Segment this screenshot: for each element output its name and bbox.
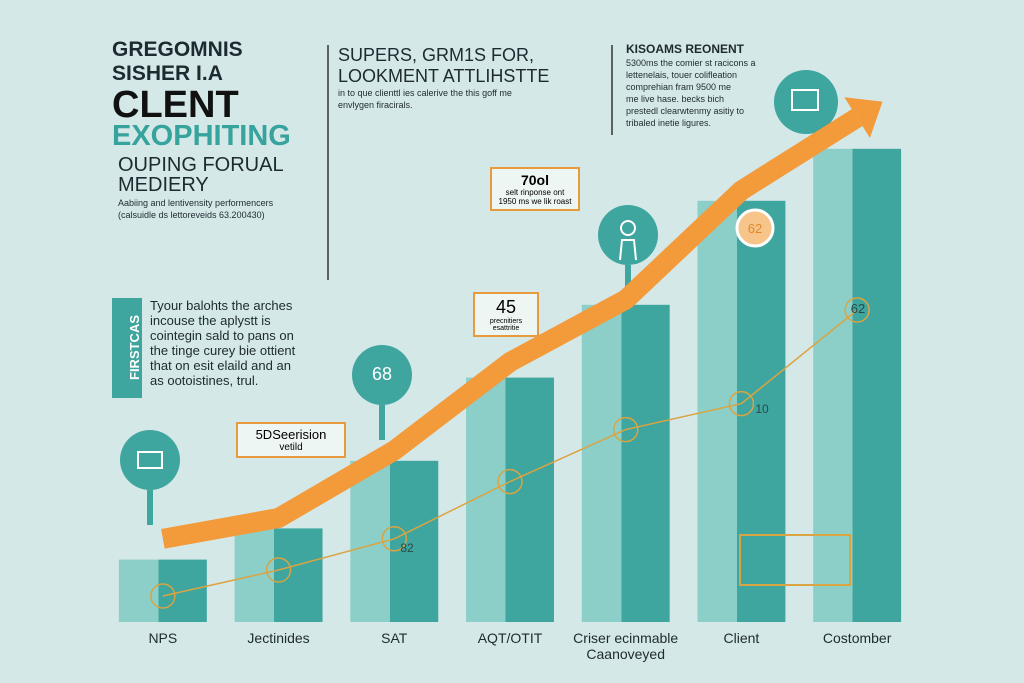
trend-arrow — [161, 109, 863, 549]
header-line: CLENT — [112, 84, 239, 126]
right-text: prestedl clearwtenmy asitiy to — [626, 106, 745, 116]
bar — [697, 200, 786, 623]
side-tag-box — [112, 298, 142, 398]
callout-text: 45 — [495, 297, 517, 317]
callout-text: selt rinponse ont — [505, 188, 565, 197]
bar — [234, 528, 323, 622]
x-tick-label: Costomber — [822, 630, 892, 646]
bar — [350, 460, 439, 622]
bar — [813, 148, 902, 623]
point-label: 10 — [755, 402, 769, 416]
side-tag: FIRSTCAS — [127, 315, 142, 380]
side-text: cointegin sald to pans on — [150, 328, 294, 343]
callout-text: 5DSeerision — [255, 427, 327, 442]
callout-text: 70ol — [520, 172, 549, 188]
right-text: lettenelais, touer colifleation — [626, 70, 738, 80]
bar — [466, 377, 554, 622]
middle-text: in to que clienttl ies calerive the this… — [338, 88, 512, 98]
header-small: (calsuidle ds lettoreveids 63.200430) — [118, 210, 265, 220]
x-tick-label: Criser ecinmable Caanoveyed — [573, 630, 679, 662]
header-line: EXOPHITING — [112, 120, 291, 152]
line-point — [612, 416, 639, 443]
line-point — [844, 297, 870, 323]
middle-title: SUPERS, GRM1S FOR, — [338, 45, 535, 65]
icon-badges — [120, 70, 851, 586]
bar — [581, 304, 670, 622]
right-text: comprehian fram 9500 me — [626, 82, 732, 92]
callout-text: 1950 ms we lik roast — [498, 197, 572, 206]
arrow-head — [844, 97, 883, 138]
line-point — [265, 557, 292, 583]
header-line: SISHER I.A — [112, 62, 223, 85]
point-label: 68 — [372, 364, 392, 384]
callout-text: vetild — [279, 442, 303, 453]
callout-text: precnitiers — [489, 318, 523, 325]
x-tick-label: SAT — [381, 630, 408, 646]
right-text: 5300ms the comier st racicons a — [626, 58, 756, 68]
point-label: 62 — [748, 221, 762, 236]
middle-title: LOOKMENT ATTLIHSTTE — [338, 66, 550, 86]
callout: 5DSeerision vetild — [236, 422, 346, 458]
thin-line — [162, 309, 858, 597]
side-text: incouse the aplystt is — [150, 313, 271, 328]
point-label: 62 — [851, 301, 865, 316]
header-small: Aabiing and lentivensity performencers — [118, 198, 274, 208]
point-label: 82 — [400, 541, 414, 555]
right-text: tribaled inetie ligures. — [626, 118, 712, 128]
header-line: MEDIERY — [118, 174, 209, 196]
side-text: the tinge curey bie ottient — [150, 343, 296, 358]
right-text: me live hase. becks bich — [626, 94, 725, 104]
header-line: OUPING FORUAL — [118, 154, 284, 176]
x-tick-label: Client — [723, 630, 760, 646]
header-line: GREGOMNIS — [112, 38, 243, 61]
x-tick-label: AQT/OTIT — [477, 630, 543, 646]
side-text: that on esit elaild and an — [150, 358, 291, 373]
side-text: Tyour balohts the arches — [150, 298, 293, 313]
callout: 70ol selt rinponse ont 1950 ms we lik ro… — [490, 167, 580, 211]
right-title: KISOAMS REONENT — [626, 42, 745, 56]
side-text: as ootoistines, trul. — [150, 373, 259, 388]
bar — [118, 559, 207, 622]
middle-text: envlygen firacirals. — [338, 100, 413, 110]
callout: 45 precnitiers esattritie — [473, 292, 539, 337]
callout-text: esattritie — [492, 325, 520, 332]
x-tick-label: Jectinides — [247, 630, 310, 646]
x-tick-label: NPS — [148, 630, 178, 646]
line-point — [497, 468, 523, 495]
line-point — [381, 526, 408, 552]
line-point — [150, 583, 176, 609]
line-point — [728, 390, 755, 417]
